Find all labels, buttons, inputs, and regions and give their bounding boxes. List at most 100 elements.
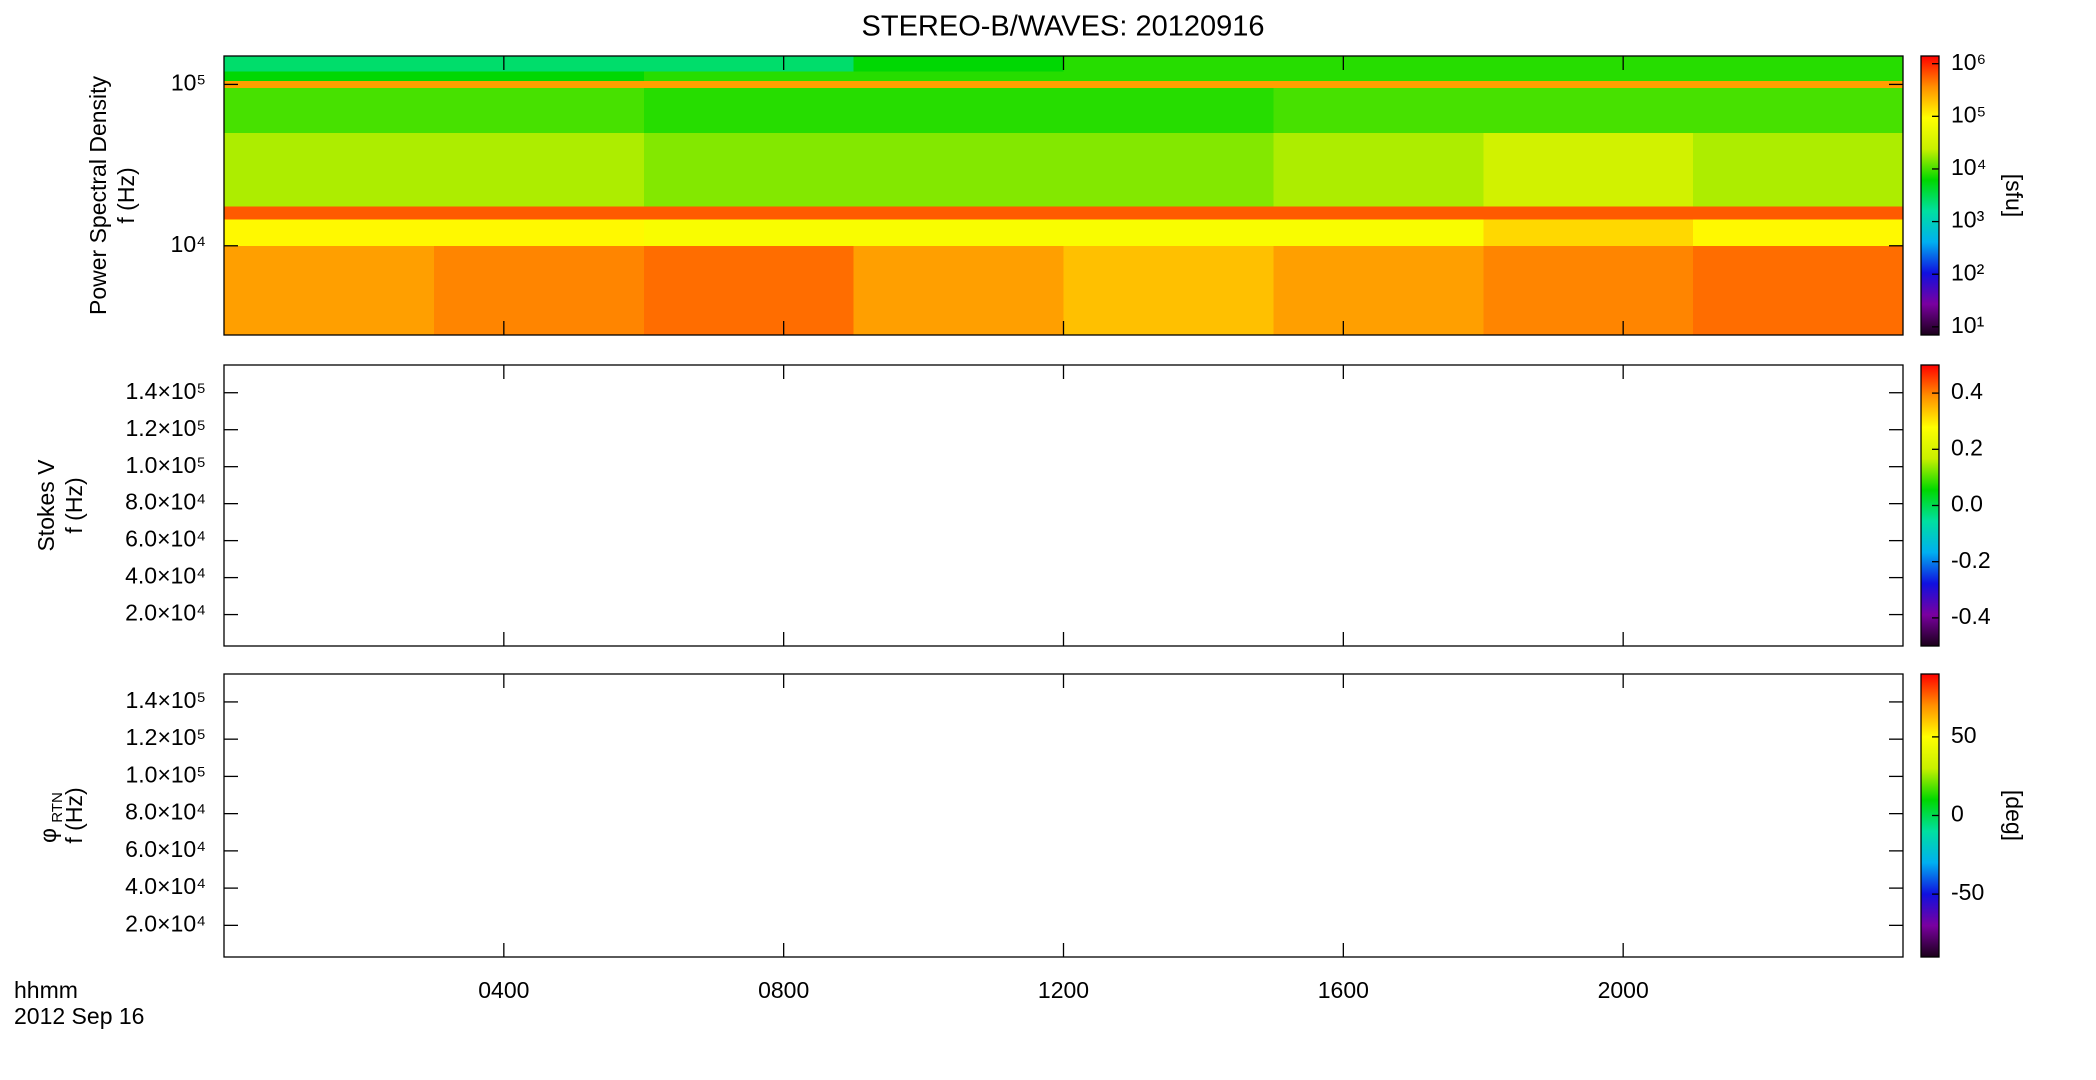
- colorbar-tick-label: 50: [1951, 722, 1977, 748]
- plot-frame: [223, 364, 1904, 647]
- colorbar-tick-label: 0.2: [1951, 434, 1983, 460]
- heatmap-cell: [643, 132, 854, 207]
- y-tick-label: 6.0×10⁴: [125, 526, 206, 552]
- y-tick-label: 1.4×10⁵: [125, 687, 206, 713]
- x-tick-label: 1200: [1038, 977, 1089, 1003]
- heatmap-cell: [433, 88, 644, 133]
- heatmap-cell: [1483, 132, 1694, 207]
- heatmap-cell: [433, 245, 644, 335]
- heatmap-cell: [1063, 206, 1274, 220]
- heatmap-cell: [1483, 80, 1694, 89]
- heatmap-cell: [1063, 132, 1274, 207]
- heatmap-cell: [1063, 56, 1274, 72]
- heatmap-cell: [1063, 245, 1274, 335]
- heatmap-cell: [853, 71, 1064, 81]
- plot-frame: [223, 673, 1904, 958]
- y-axis-subscript: RTN: [49, 792, 66, 823]
- heatmap-cell: [224, 132, 434, 207]
- y-tick-label: 1.4×10⁵: [125, 378, 206, 404]
- heatmap-cell: [1483, 245, 1694, 335]
- heatmap-cell: [643, 56, 854, 72]
- heatmap-cell: [1693, 245, 1903, 335]
- y-tick-label: 1.0×10⁵: [125, 761, 206, 787]
- heatmap-cell: [1693, 80, 1903, 89]
- heatmap-cell: [1483, 71, 1694, 81]
- colorbar-tick-label: 10³: [1951, 207, 1985, 233]
- heatmap-cell: [1693, 56, 1903, 72]
- colorbar-tick-label: 10¹: [1951, 312, 1985, 338]
- x-tick-label: 1600: [1318, 977, 1369, 1003]
- heatmap-cell: [433, 206, 644, 220]
- y-axis-label: Stokes V: [33, 459, 59, 552]
- y-tick-label: 8.0×10⁴: [125, 489, 206, 515]
- y-tick-label: 8.0×10⁴: [125, 799, 206, 825]
- heatmap-cell: [643, 88, 854, 133]
- y-axis-symbol: φ: [35, 828, 61, 843]
- heatmap-cell: [224, 80, 434, 89]
- heatmap-cell: [1273, 80, 1484, 89]
- colorbar-tick-label: 10⁵: [1951, 101, 1986, 127]
- heatmap-cell: [1483, 56, 1694, 72]
- heatmap-cell: [853, 88, 1064, 133]
- heatmap-cell: [1693, 88, 1903, 133]
- y-axis-label: f (Hz): [113, 167, 139, 223]
- heatmap-cell: [433, 71, 644, 81]
- heatmap-cell: [224, 56, 434, 72]
- chart-title: STEREO-B/WAVES: 20120916: [862, 11, 1265, 43]
- heatmap-cell: [433, 219, 644, 246]
- heatmap-cell: [433, 80, 644, 89]
- heatmap-cell: [1273, 71, 1484, 81]
- heatmap-cell: [1273, 88, 1484, 133]
- heatmap-cell: [1693, 219, 1903, 246]
- x-axis-label: hhmm: [14, 977, 78, 1003]
- y-axis-label: Power Spectral Density: [85, 75, 111, 315]
- y-tick-label: 2.0×10⁴: [125, 600, 206, 626]
- heatmap-cell: [1693, 206, 1903, 220]
- x-tick-label: 0400: [478, 977, 529, 1003]
- y-tick-label: 1.0×10⁵: [125, 452, 206, 478]
- heatmap-cell: [433, 56, 644, 72]
- heatmap-cell: [853, 80, 1064, 89]
- heatmap-cell: [853, 132, 1064, 207]
- colorbar-tick-label: 0: [1951, 801, 1964, 827]
- heatmap-cell: [224, 71, 434, 81]
- heatmap-cell: [1483, 88, 1694, 133]
- x-tick-label: 0800: [758, 977, 809, 1003]
- heatmap-cell: [1063, 80, 1274, 89]
- heatmap-cell: [1063, 88, 1274, 133]
- heatmap-cell: [853, 56, 1064, 72]
- y-tick-label: 1.2×10⁵: [125, 415, 206, 441]
- heatmap-cell: [1273, 219, 1484, 246]
- y-tick-label: 4.0×10⁴: [125, 873, 206, 899]
- heatmap-cell: [1693, 132, 1903, 207]
- colorbar-tick-label: 10²: [1951, 259, 1985, 285]
- colorbar-tick-label: 0.0: [1951, 491, 1983, 517]
- colorbar-tick-label: -0.4: [1951, 603, 1991, 629]
- heatmap-cell: [1273, 245, 1484, 335]
- colorbar-label: [sfu]: [2001, 174, 2027, 217]
- colorbar-tick-label: 10⁶: [1951, 49, 1986, 75]
- y-tick-label: 10⁵: [171, 69, 206, 95]
- heatmap-cell: [1273, 206, 1484, 220]
- heatmap-cell: [1273, 132, 1484, 207]
- heatmap-cell: [853, 245, 1064, 335]
- y-tick-label: 6.0×10⁴: [125, 836, 206, 862]
- y-tick-label: 10⁴: [171, 231, 206, 257]
- heatmap-cell: [433, 132, 644, 207]
- heatmap-cell: [1273, 56, 1484, 72]
- colorbar-tick-label: 10⁴: [1951, 154, 1986, 180]
- y-axis-label: f (Hz): [61, 787, 87, 843]
- heatmap-cell: [853, 219, 1064, 246]
- heatmap-cell: [224, 219, 434, 246]
- heatmap-cell: [224, 206, 434, 220]
- colorbar-tick-label: -50: [1951, 879, 1984, 905]
- heatmap-cell: [643, 245, 854, 335]
- heatmap-cell: [1483, 206, 1694, 220]
- heatmap-cell: [224, 245, 434, 335]
- x-tick-label: 2000: [1598, 977, 1649, 1003]
- x-axis-label: 2012 Sep 16: [14, 1003, 144, 1029]
- y-axis-label: f (Hz): [61, 477, 87, 533]
- y-tick-label: 4.0×10⁴: [125, 563, 206, 589]
- heatmap-cell: [1693, 71, 1903, 81]
